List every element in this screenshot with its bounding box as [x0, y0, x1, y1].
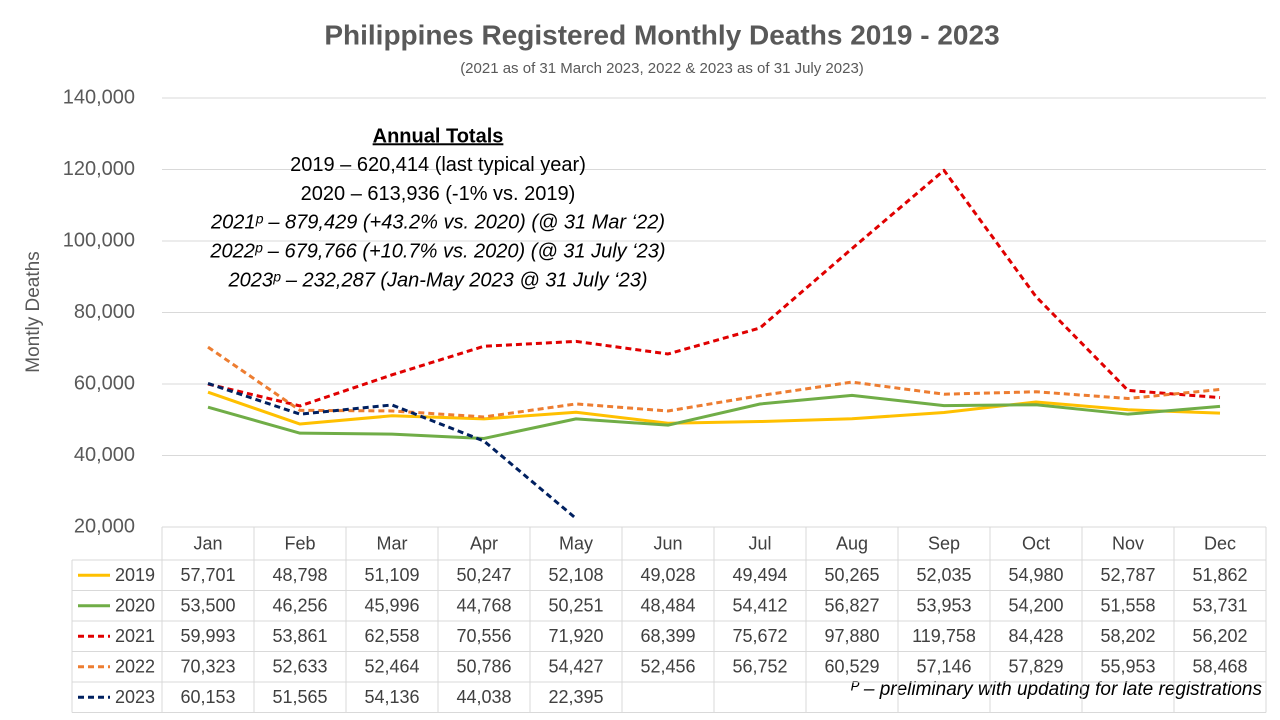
legend-label: 2023 [115, 687, 155, 707]
table-cell: 58,468 [1192, 657, 1247, 677]
table-cell: 45,996 [364, 596, 419, 616]
annotation: Annual Totals [373, 125, 504, 147]
x-tick-label: Jan [193, 533, 222, 553]
table-cell: 52,464 [364, 657, 419, 677]
table-cell: 56,202 [1192, 626, 1247, 646]
table-cell: 50,265 [824, 565, 879, 585]
table-cell: 52,633 [272, 657, 327, 677]
table-cell: 52,456 [640, 657, 695, 677]
table-cell: 70,556 [456, 626, 511, 646]
table-cell: 49,494 [732, 565, 787, 585]
table-cell: 51,565 [272, 687, 327, 707]
table-cell: 50,251 [548, 596, 603, 616]
y-tick-label: 60,000 [74, 372, 135, 394]
table-cell: 46,256 [272, 596, 327, 616]
table-cell: 57,829 [1008, 657, 1063, 677]
table-cell: 54,412 [732, 596, 787, 616]
table-cell: 59,993 [180, 626, 235, 646]
table-cell: 48,798 [272, 565, 327, 585]
y-tick-label: 40,000 [74, 444, 135, 466]
table-cell: 49,028 [640, 565, 695, 585]
table-cell: 54,136 [364, 687, 419, 707]
table-cell: 22,395 [548, 687, 603, 707]
legend-label: 2022 [115, 657, 155, 677]
table-cell: 50,786 [456, 657, 511, 677]
table-cell: 52,035 [916, 565, 971, 585]
table-cell: 60,529 [824, 657, 879, 677]
legend-label: 2021 [115, 626, 155, 646]
y-tick-label: 20,000 [74, 515, 135, 537]
table-cell: 60,153 [180, 687, 235, 707]
legend-label: 2019 [115, 565, 155, 585]
y-axis-label: Montly Deaths [23, 251, 44, 372]
annotation: 2019 – 620,414 (last typical year) [290, 154, 586, 176]
x-tick-label: Apr [470, 533, 498, 553]
annotation: 2020 – 613,936 (-1% vs. 2019) [301, 183, 576, 205]
table-cell: 62,558 [364, 626, 419, 646]
table-cell: 54,980 [1008, 565, 1063, 585]
table-cell: 56,827 [824, 596, 879, 616]
table-cell: 50,247 [456, 565, 511, 585]
x-tick-label: May [559, 533, 593, 553]
table-cell: 44,038 [456, 687, 511, 707]
table-cell: 84,428 [1008, 626, 1063, 646]
line-series [207, 390, 1221, 426]
x-tick-label: Dec [1204, 533, 1236, 553]
chart-title: Philippines Registered Monthly Deaths 20… [324, 19, 999, 50]
table-cell: 51,862 [1192, 565, 1247, 585]
line-series [207, 168, 1221, 408]
table-cell: 51,558 [1100, 596, 1155, 616]
x-tick-label: Nov [1112, 533, 1144, 553]
line-series [207, 393, 1221, 440]
table-cell: 58,202 [1100, 626, 1155, 646]
table-cell: 54,427 [548, 657, 603, 677]
table-cell: 53,500 [180, 596, 235, 616]
x-tick-label: Aug [836, 533, 868, 553]
table-cell: 57,701 [180, 565, 235, 585]
x-tick-label: Sep [928, 533, 960, 553]
table-cell: 52,108 [548, 565, 603, 585]
table-cell: 55,953 [1100, 657, 1155, 677]
table-cell: 53,953 [916, 596, 971, 616]
table-cell: 68,399 [640, 626, 695, 646]
table-cell: 44,768 [456, 596, 511, 616]
chart-subtitle: (2021 as of 31 March 2023, 2022 & 2023 a… [460, 60, 864, 77]
table-cell: 51,109 [364, 565, 419, 585]
table-cell: 57,146 [916, 657, 971, 677]
x-tick-label: Jul [748, 533, 771, 553]
y-tick-label: 120,000 [63, 158, 135, 180]
table-cell: 70,323 [180, 657, 235, 677]
table-cell: 53,731 [1192, 596, 1247, 616]
x-tick-label: Feb [284, 533, 315, 553]
y-tick-label: 140,000 [63, 86, 135, 108]
table-cell: 53,861 [272, 626, 327, 646]
line-series [207, 382, 577, 520]
table-cell: 52,787 [1100, 565, 1155, 585]
table-cell: 54,200 [1008, 596, 1063, 616]
annotation: 2021ᵖ – 879,429 (+43.2% vs. 2020) (@ 31 … [210, 212, 665, 234]
table-cell: 56,752 [732, 657, 787, 677]
table-cell: 97,880 [824, 626, 879, 646]
x-tick-label: Mar [377, 533, 408, 553]
y-tick-label: 80,000 [74, 301, 135, 323]
annotation: 2022ᵖ – 679,766 (+10.7% vs. 2020) (@ 31 … [209, 240, 665, 262]
x-tick-label: Oct [1022, 533, 1050, 553]
x-tick-label: Jun [653, 533, 682, 553]
table-cell: 75,672 [732, 626, 787, 646]
table-cell: 119,758 [912, 626, 976, 646]
annotation: 2023ᵖ – 232,287 (Jan-May 2023 @ 31 July … [227, 269, 647, 291]
line-series [207, 345, 1221, 419]
table-cell: 48,484 [640, 596, 695, 616]
legend-label: 2020 [115, 596, 155, 616]
y-tick-label: 100,000 [63, 229, 135, 251]
footnote: ᴾ – preliminary with updating for late r… [850, 679, 1262, 700]
table-cell: 71,920 [548, 626, 603, 646]
